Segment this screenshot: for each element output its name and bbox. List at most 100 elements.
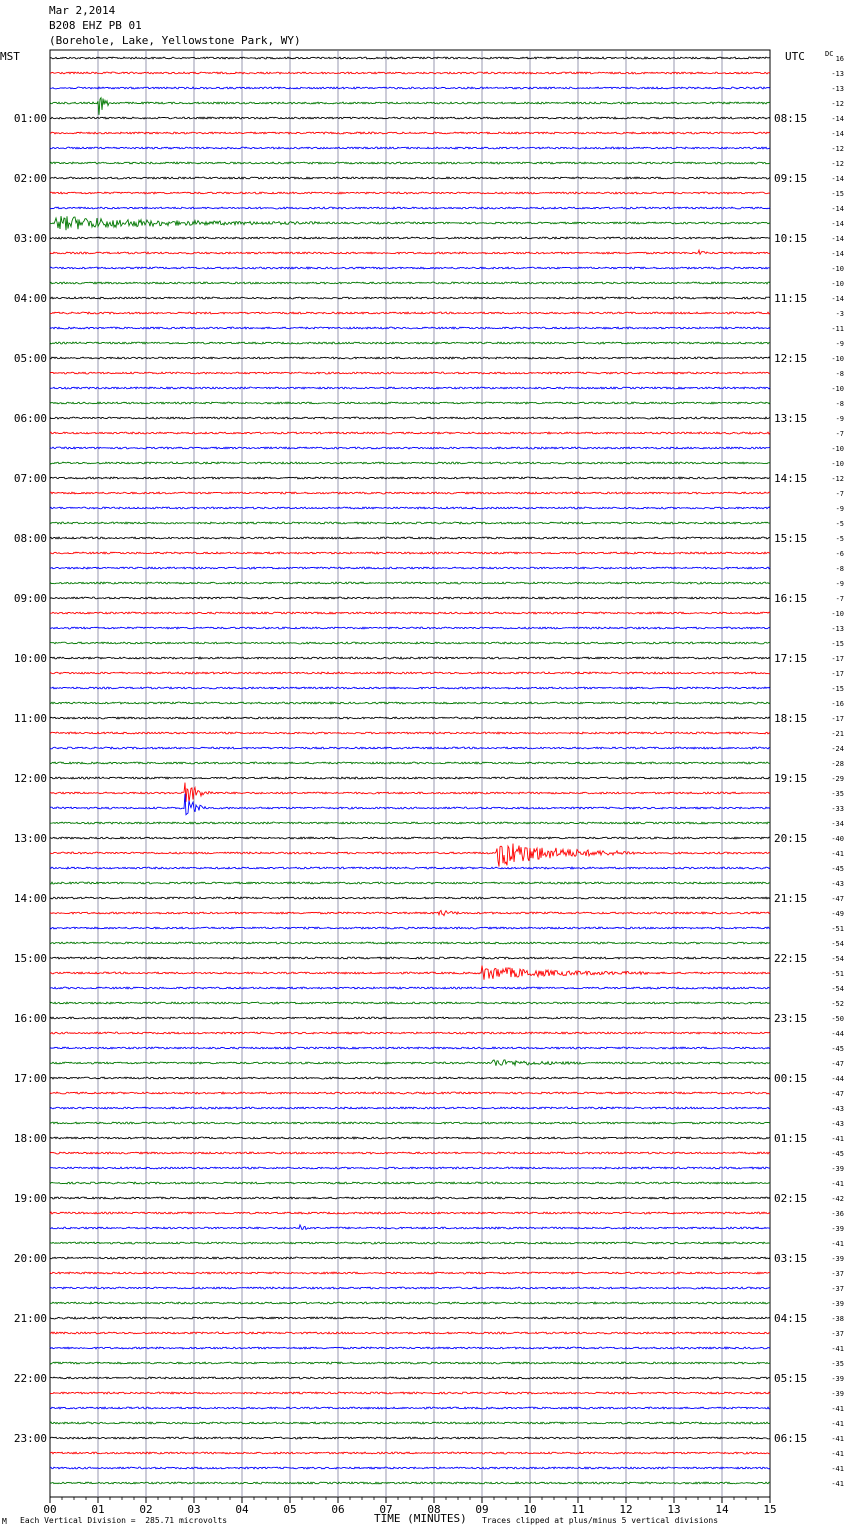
trace-47	[49, 746, 771, 750]
left-hour-label: 16:00	[14, 1012, 47, 1025]
dc-offset-label: -9	[836, 505, 844, 513]
dc-offset-label: -15	[831, 685, 844, 693]
dc-offset-label: -42	[831, 1195, 844, 1203]
trace-14	[49, 248, 771, 256]
trace-79	[50, 1223, 771, 1231]
trace-21	[49, 356, 771, 360]
dc-offset-label: -12	[831, 160, 844, 168]
trace-43	[49, 686, 771, 690]
dc-offset-label: -52	[831, 1000, 844, 1008]
dc-offset-label: -8	[836, 400, 844, 408]
trace-52	[50, 821, 771, 825]
left-hour-label: 23:00	[14, 1432, 47, 1445]
trace-39	[49, 626, 771, 630]
dc-offset-label: -41	[831, 1465, 844, 1473]
dc-offset-label: -10	[831, 610, 844, 618]
trace-61	[49, 956, 771, 960]
dc-offset-label: -34	[831, 820, 844, 828]
dc-offset-label: -11	[831, 325, 844, 333]
dc-offset-label: -10	[831, 460, 844, 468]
corner-mark: M	[2, 1517, 7, 1526]
trace-66	[49, 1031, 771, 1035]
trace-53	[49, 836, 771, 840]
x-tick-label: 04	[235, 1503, 249, 1516]
trace-7	[49, 146, 771, 150]
x-tick-label: 14	[715, 1503, 729, 1516]
dc-offset-label: -33	[831, 805, 844, 813]
dc-offset-label: -37	[831, 1270, 844, 1278]
trace-64	[49, 1001, 771, 1005]
dc-offset-label: -37	[831, 1285, 844, 1293]
left-hour-label: 01:00	[14, 112, 47, 125]
trace-90	[49, 1391, 771, 1395]
dc-offset-label: -10	[831, 445, 844, 453]
dc-offset-label: -50	[831, 1015, 844, 1023]
trace-80	[49, 1241, 770, 1245]
trace-94	[49, 1451, 771, 1455]
dc-offset-label: -21	[831, 730, 844, 738]
trace-75	[49, 1166, 771, 1170]
dc-offset-label: -43	[831, 1105, 844, 1113]
dc-offset-label: -41	[831, 1240, 844, 1248]
x-tick-label: 12	[619, 1503, 632, 1516]
trace-30	[49, 491, 771, 495]
dc-offset-label: -41	[831, 1405, 844, 1413]
dc-offset-label: -39	[831, 1390, 844, 1398]
trace-29	[49, 476, 771, 480]
trace-26	[49, 431, 771, 435]
trace-45	[49, 716, 771, 720]
trace-69	[49, 1076, 771, 1080]
dc-offset-label: -49	[831, 910, 844, 918]
dc-offset-label: -39	[831, 1300, 844, 1308]
dc-offset-label: -10	[831, 265, 844, 273]
right-hour-label: 23:15	[774, 1012, 807, 1025]
dc-offset-label: -5	[836, 520, 844, 528]
plot-grid	[49, 49, 771, 1498]
trace-91	[49, 1406, 771, 1410]
trace-59	[49, 926, 771, 930]
trace-49	[49, 776, 771, 780]
dc-offset-label: -39	[831, 1255, 844, 1263]
dc-offset-label: -39	[831, 1375, 844, 1383]
dc-offset-label: -6	[836, 550, 844, 558]
dc-offset-label: -14	[831, 130, 844, 138]
trace-12	[49, 216, 771, 231]
right-hour-label: 11:15	[774, 292, 807, 305]
left-hour-label: 09:00	[14, 592, 47, 605]
dc-offset-label: -41	[831, 1480, 844, 1488]
trace-74	[49, 1151, 771, 1155]
right-hour-label: 05:15	[774, 1372, 807, 1385]
dc-offset-label: -51	[831, 925, 844, 933]
dc-offset-label: -43	[831, 880, 844, 888]
left-hour-label: 22:00	[14, 1372, 47, 1385]
dc-offset-label: -14	[831, 295, 844, 303]
x-tick-label: 03	[187, 1503, 200, 1516]
trace-92	[49, 1421, 771, 1425]
dc-offset-label: -16	[831, 700, 844, 708]
trace-65	[49, 1016, 771, 1020]
left-hour-label: 08:00	[14, 532, 47, 545]
left-hour-label: 21:00	[14, 1312, 47, 1325]
dc-offset-label: -8	[836, 565, 844, 573]
dc-offset-label: -41	[831, 1435, 844, 1443]
right-hour-label: 09:15	[774, 172, 807, 185]
trace-84	[49, 1301, 770, 1305]
dc-offset-label: -45	[831, 865, 844, 873]
left-hour-label: 10:00	[14, 652, 47, 665]
dc-offset-label: -9	[836, 580, 844, 588]
left-hour-label: 05:00	[14, 352, 47, 365]
dc-offset-label: -13	[831, 70, 844, 78]
dc-offset-label: -44	[831, 1075, 844, 1083]
dc-offset-label: -43	[831, 1120, 844, 1128]
trace-4	[49, 96, 771, 115]
x-tick-label: 06	[331, 1503, 344, 1516]
trace-50	[49, 782, 771, 803]
trace-62	[49, 965, 771, 980]
left-hour-label: 15:00	[14, 952, 47, 965]
trace-38	[49, 611, 771, 615]
dc-offset-label: -28	[831, 760, 844, 768]
left-timezone-label: MST	[0, 50, 20, 63]
right-hour-label: 18:15	[774, 712, 807, 725]
dc-offset-label: -39	[831, 1165, 844, 1173]
right-hour-label: 06:15	[774, 1432, 807, 1445]
